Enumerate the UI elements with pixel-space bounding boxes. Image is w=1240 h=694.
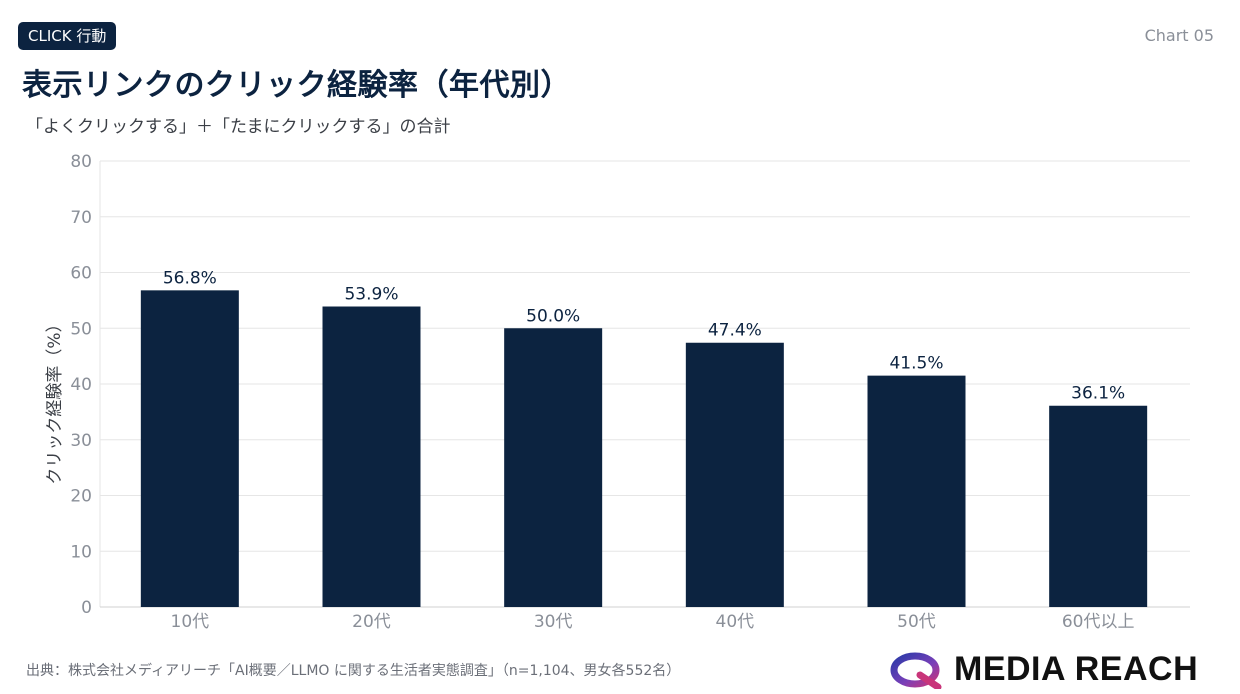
data-label: 53.9% bbox=[344, 285, 398, 305]
bars bbox=[140, 290, 1148, 607]
bar-6 bbox=[1049, 405, 1148, 607]
y-axis-label: クリック経験率（%） bbox=[45, 315, 65, 484]
source-note: 出典：株式会社メディアリーチ「AI概要／LLMO に関する生活者実態調査」（n=… bbox=[26, 663, 681, 679]
logo-text: MEDIA REACH bbox=[954, 650, 1199, 688]
y-tick-label: 30 bbox=[70, 431, 92, 451]
data-label: 41.5% bbox=[889, 354, 943, 374]
y-tick-labels: 0 10 20 30 40 50 60 70 80 bbox=[70, 152, 92, 618]
bar-5 bbox=[867, 375, 966, 607]
x-tick-label: 60代以上 bbox=[1062, 612, 1135, 632]
logo-icon bbox=[890, 652, 942, 689]
grid-lines bbox=[99, 160, 1190, 608]
bar-4 bbox=[685, 342, 784, 607]
chart-subtitle: 「よくクリックする」＋「たまにクリックする」の合計 bbox=[26, 117, 451, 137]
bar-2 bbox=[322, 306, 421, 607]
y-tick-label: 80 bbox=[70, 152, 92, 172]
x-tick-label: 20代 bbox=[352, 612, 391, 632]
category-badge: CLICK 行動 bbox=[18, 22, 117, 50]
y-tick-label: 50 bbox=[70, 319, 92, 339]
y-tick-label: 0 bbox=[81, 598, 92, 618]
x-tick-labels: 10代 20代 30代 40代 50代 60代以上 bbox=[171, 612, 1135, 632]
company-logo: MEDIA REACH bbox=[890, 650, 1198, 689]
x-tick-label: 10代 bbox=[171, 612, 210, 632]
y-tick-label: 60 bbox=[70, 264, 92, 284]
y-tick-label: 20 bbox=[70, 487, 92, 507]
x-tick-label: 40代 bbox=[716, 612, 755, 632]
y-tick-label: 70 bbox=[70, 208, 92, 228]
y-tick-label: 40 bbox=[70, 375, 92, 395]
chart-number: Chart 05 bbox=[1144, 26, 1214, 45]
x-tick-label: 50代 bbox=[897, 612, 936, 632]
data-label: 50.0% bbox=[526, 306, 580, 326]
data-label: 56.8% bbox=[163, 268, 217, 288]
bar-3 bbox=[504, 328, 603, 607]
chart-title: 表示リンクのクリック経験率（年代別） bbox=[22, 68, 571, 103]
data-label: 47.4% bbox=[708, 321, 762, 341]
data-labels: 56.8% 53.9% 50.0% 47.4% 41.5% 36.1% bbox=[163, 268, 1125, 403]
bar-chart: 0 10 20 30 40 50 60 70 80 56.8% 53.9% 50.0% 47.4% 41… bbox=[45, 152, 1190, 632]
bar-1 bbox=[140, 290, 239, 607]
x-tick-label: 30代 bbox=[534, 612, 573, 632]
data-label: 36.1% bbox=[1071, 384, 1125, 404]
y-tick-label: 10 bbox=[70, 542, 92, 562]
